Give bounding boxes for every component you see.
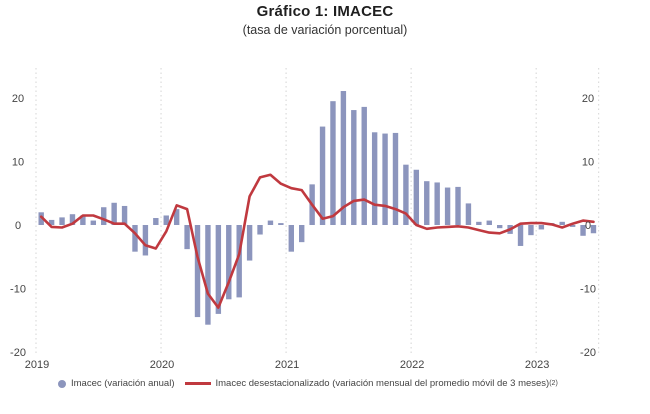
x-tick-label: 2021 [275, 359, 299, 371]
x-tick-label: 2023 [525, 359, 549, 371]
x-tick-label: 2019 [25, 359, 49, 371]
legend: Imacec (variación anual) Imacec desestac… [58, 378, 568, 389]
bar-series [38, 91, 597, 325]
bar [173, 209, 180, 225]
legend-line-label: Imacec desestacionalizado (variación men… [215, 378, 550, 389]
bar [371, 132, 378, 225]
line-series [39, 173, 595, 309]
y-tick-label-right: 0 [585, 220, 591, 232]
legend-line-note: (2) [549, 380, 558, 387]
bar [90, 220, 97, 225]
bar [205, 225, 211, 325]
bar [38, 212, 44, 225]
bar [319, 126, 326, 225]
bar [48, 219, 55, 225]
bar [330, 101, 336, 225]
chart-subtitle: (tasa de variación porcentual) [242, 23, 408, 37]
bar [392, 132, 399, 225]
bar [288, 225, 294, 252]
bar [142, 225, 149, 256]
x-tick-label: 2022 [400, 359, 424, 371]
bar [444, 187, 451, 225]
y-tick-label-left: 20 [12, 93, 24, 105]
bar [496, 225, 503, 229]
gridlines [35, 68, 600, 356]
bar [434, 182, 440, 225]
bar [465, 203, 472, 225]
bar [184, 225, 190, 250]
bar [538, 225, 545, 230]
bar [132, 225, 138, 252]
legend-item-bars: Imacec (variación anual) [58, 378, 175, 389]
legend-item-line: Imacec desestacionalizado (variación men… [184, 378, 558, 389]
bar [382, 133, 388, 225]
line-path [39, 173, 595, 309]
y-tick-label-left: -10 [10, 284, 26, 296]
bar [278, 223, 284, 225]
bar [559, 221, 565, 225]
bar [476, 221, 482, 225]
bar [69, 214, 76, 225]
x-tick-label: 2020 [150, 359, 174, 371]
bar [246, 225, 253, 261]
bar [299, 225, 305, 243]
bar [111, 202, 117, 225]
bar [267, 220, 274, 225]
bar [163, 215, 169, 225]
y-tick-label-right: -10 [580, 284, 596, 296]
bar [194, 225, 201, 318]
bar [340, 91, 347, 225]
bar [424, 181, 430, 225]
bar [590, 225, 597, 234]
bar [455, 186, 461, 225]
bar [361, 106, 367, 225]
bar [569, 225, 576, 227]
bar [486, 220, 492, 225]
bar [351, 110, 357, 225]
y-tick-label-left: 0 [15, 220, 21, 232]
legend-line-swatch [184, 382, 211, 385]
bar [226, 225, 232, 300]
y-tick-label-left: -20 [10, 347, 26, 359]
y-tick-label-right: 10 [582, 157, 594, 169]
y-tick-label-right: -20 [580, 347, 596, 359]
bar [121, 205, 128, 225]
legend-bar-swatch [58, 379, 66, 388]
bar [236, 225, 242, 298]
bar [59, 217, 65, 225]
bar [153, 218, 159, 225]
bar [413, 169, 420, 225]
bar [528, 225, 534, 236]
bar [215, 225, 222, 314]
bar [80, 215, 86, 225]
y-tick-label-right: 20 [582, 93, 594, 105]
bar [101, 207, 107, 225]
legend-bar-label: Imacec (variación anual) [71, 378, 175, 389]
bar [257, 225, 263, 235]
bar [403, 164, 409, 225]
y-tick-label-left: 10 [12, 157, 24, 169]
chart-title: Gráfico 1: IMACEC [256, 3, 394, 20]
bar [580, 225, 586, 236]
bar [517, 225, 524, 246]
